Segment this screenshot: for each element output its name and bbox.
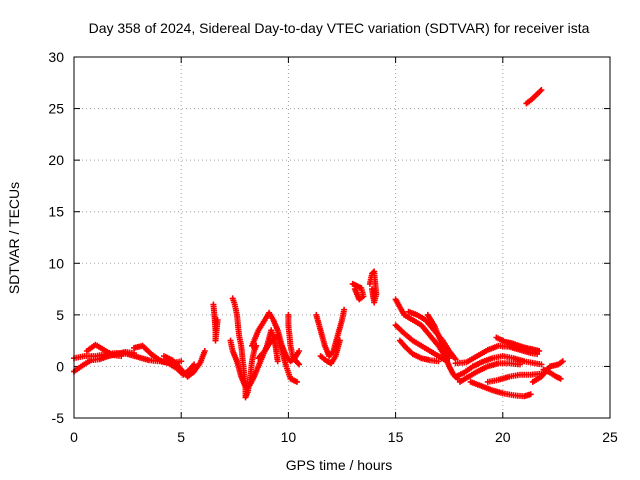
x-tick-label: 5 bbox=[177, 429, 185, 445]
data-point-markers bbox=[210, 301, 221, 344]
data-point-markers bbox=[392, 322, 451, 365]
series-arc12 bbox=[313, 306, 348, 360]
series-arc21 bbox=[452, 342, 541, 367]
series-arc05 bbox=[161, 348, 208, 380]
series-arc18 bbox=[396, 337, 442, 365]
series-arc20 bbox=[424, 311, 453, 362]
data-point-markers bbox=[456, 360, 523, 385]
data-point-markers bbox=[484, 370, 545, 385]
y-tick-label: 5 bbox=[56, 307, 64, 323]
data-point-markers bbox=[523, 87, 545, 107]
data-point-markers bbox=[285, 311, 303, 368]
data-points bbox=[71, 87, 566, 401]
series-arc15 bbox=[366, 268, 380, 306]
data-point-markers bbox=[83, 341, 125, 360]
data-point-markers bbox=[452, 353, 545, 380]
series-arc06 bbox=[210, 301, 221, 344]
series-arc28 bbox=[540, 366, 564, 382]
series-arc03 bbox=[83, 341, 125, 360]
data-point-markers bbox=[255, 332, 300, 385]
y-tick-label: 20 bbox=[48, 152, 64, 168]
y-tick-label: 25 bbox=[48, 101, 64, 117]
data-point-markers bbox=[493, 334, 543, 354]
series-arc10 bbox=[255, 332, 300, 385]
series-arc29 bbox=[523, 87, 545, 107]
series-arc14 bbox=[349, 280, 367, 303]
series-arc22 bbox=[452, 353, 545, 380]
series-arc24 bbox=[467, 378, 534, 400]
grid bbox=[74, 57, 610, 418]
x-axis-label: GPS time / hours bbox=[286, 457, 393, 473]
series-arc23 bbox=[456, 360, 523, 385]
x-tick-label: 10 bbox=[281, 429, 297, 445]
series-arc26 bbox=[493, 334, 543, 354]
series-arc17 bbox=[392, 322, 451, 365]
series-arc25 bbox=[484, 370, 545, 385]
y-axis-label: SDTVAR / TECUs bbox=[6, 182, 22, 294]
data-point-markers bbox=[540, 366, 564, 382]
y-tick-label: 15 bbox=[48, 204, 64, 220]
y-tick-label: 30 bbox=[48, 49, 64, 65]
data-point-markers bbox=[317, 337, 343, 367]
series-arc11 bbox=[285, 311, 303, 368]
series-arc13 bbox=[317, 337, 343, 367]
x-tick-label: 20 bbox=[495, 429, 511, 445]
data-point-markers bbox=[396, 337, 442, 365]
x-tick-label: 15 bbox=[388, 429, 404, 445]
data-point-markers bbox=[452, 342, 541, 367]
axis-tick-labels: 0 5 10 15 20 25 -5 0 5 10 15 20 25 30 bbox=[48, 49, 618, 445]
data-point-markers bbox=[313, 306, 348, 360]
plot-frame bbox=[73, 56, 611, 419]
x-tick-label: 0 bbox=[70, 429, 78, 445]
x-tick-label: 25 bbox=[602, 429, 618, 445]
data-point-markers bbox=[366, 268, 380, 306]
y-tick-label: 10 bbox=[48, 255, 64, 271]
y-tick-label: -5 bbox=[52, 410, 65, 426]
data-point-markers bbox=[349, 280, 367, 303]
data-point-markers bbox=[424, 311, 453, 362]
data-point-markers bbox=[161, 348, 208, 380]
data-point-markers bbox=[467, 378, 534, 400]
chart-title: Day 358 of 2024, Sidereal Day-to-day VTE… bbox=[89, 20, 590, 36]
y-tick-label: 0 bbox=[56, 358, 64, 374]
